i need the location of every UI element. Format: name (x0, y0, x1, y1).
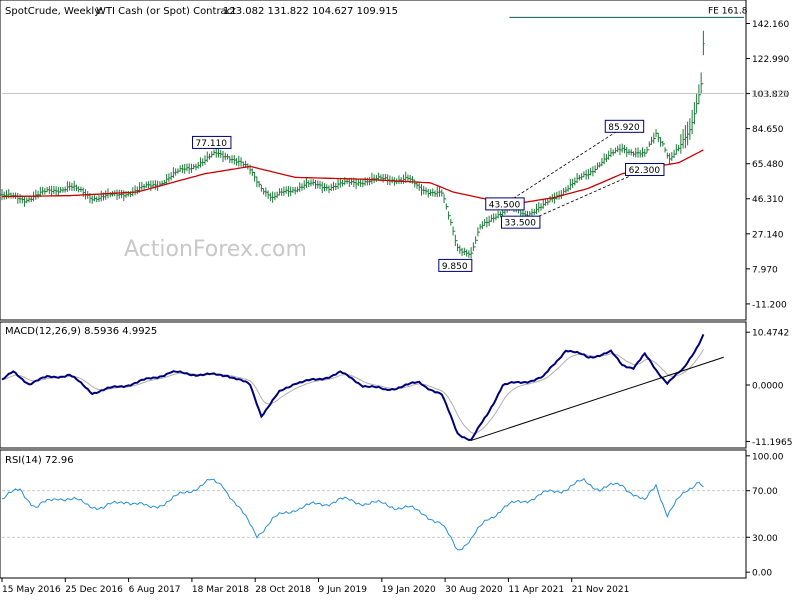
x-axis-label: 11 Apr 2021 (508, 585, 564, 595)
channel-line-lower (525, 169, 645, 223)
price-axis-label: 122.990 (752, 55, 789, 65)
rsi-axis-label: 70.00 (752, 487, 778, 497)
rsi-axis-label: 0.00 (752, 569, 772, 579)
rsi-layer (1, 477, 704, 551)
rsi-panel[interactable] (0, 449, 747, 579)
price-axis-label: 65.480 (752, 160, 784, 170)
macd-layer (1, 334, 724, 442)
rsi-label: RSI(14) 72.96 (5, 455, 74, 466)
rsi-axis-label: 30.00 (752, 534, 778, 544)
macd-axis-label: -11.1965 (752, 438, 792, 448)
price-annotation-box (604, 119, 645, 133)
x-axis-label: 15 May 2016 (2, 585, 61, 595)
axes-layer: 142.160 122.990 103.820 84.650 65.480 46.310 2… (1, 20, 792, 595)
fe-label: FE 161.8 (708, 6, 748, 16)
x-axis-label: 18 Mar 2018 (192, 585, 249, 595)
moving-average-line (1, 149, 704, 204)
rsi-line (1, 477, 704, 551)
price-annotation-box (192, 135, 232, 149)
x-axis-label: 25 Dec 2016 (65, 585, 123, 595)
price-annotation-label: 77.110 (196, 139, 228, 149)
watermark: ActionForex.com (124, 237, 307, 262)
x-axis-label: 19 Jan 2020 (382, 585, 436, 595)
price-annotation-label: 9.850 (442, 262, 468, 272)
channel-line-upper (504, 125, 625, 205)
price-annotation-label: 33.500 (505, 219, 537, 229)
price-annotation-label: 85.920 (608, 123, 640, 133)
x-axis-label: 6 Aug 2017 (129, 585, 181, 595)
macd-axis-label: 10.4742 (752, 329, 789, 339)
current-price-tag: 103.915 (751, 90, 788, 100)
price-annotation-label: 62.300 (629, 166, 661, 176)
grid-layer (2, 490, 744, 538)
price-annotation-box (625, 163, 665, 177)
price-annotation-box (485, 197, 525, 211)
x-axis-label: 21 Nov 2021 (572, 585, 630, 595)
x-axis-label: 9 Jun 2019 (319, 585, 368, 595)
price-axis-label: 27.140 (752, 230, 784, 240)
price-axis-label: 103.820 (752, 90, 789, 100)
price-layer: FE 161.8 77.110 43.500 33.500 9.850 85.920 62.… (0, 6, 748, 272)
x-axis-label: 30 Aug 2020 (445, 585, 503, 595)
chart-header-symbol: SpotCrude, Weekly: (5, 6, 103, 17)
macd-line (1, 334, 705, 442)
macd-axis-label: 0.0000 (752, 382, 784, 392)
chart-header-ohlc: 123.082 131.822 104.627 109.915 (223, 6, 398, 17)
price-axis-label: 142.160 (752, 20, 789, 30)
price-axis-label: 46.310 (752, 195, 784, 205)
x-axis-label: 28 Oct 2018 (255, 585, 311, 595)
price-axis-label: 84.650 (752, 125, 784, 135)
price-panel[interactable] (0, 0, 747, 321)
macd-trendline (470, 356, 724, 441)
macd-label: MACD(12,26,9) 8.5936 4.9925 (5, 326, 157, 337)
price-axis-label: 7.970 (752, 265, 778, 275)
price-annotation-label: 43.500 (489, 200, 521, 210)
chart-header-description: WTI Cash (or Spot) Contract (96, 6, 236, 17)
price-annotation-box (501, 215, 541, 229)
price-axis-label: -11.200 (752, 300, 787, 310)
rsi-axis-label: 100.00 (752, 452, 784, 462)
price-annotation-box (438, 258, 473, 272)
